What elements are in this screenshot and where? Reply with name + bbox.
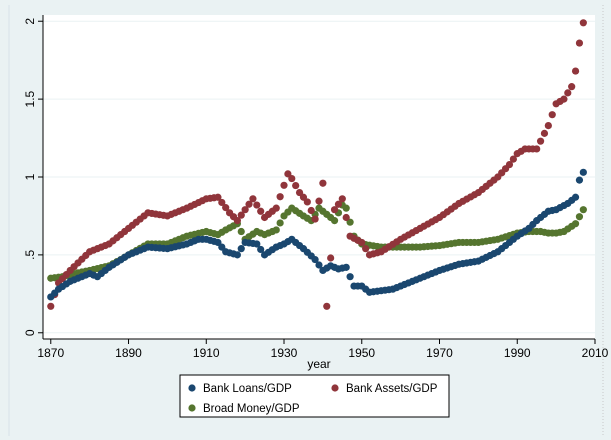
data-point bbox=[237, 227, 245, 236]
data-point bbox=[237, 211, 245, 219]
y-tick-label: .5 bbox=[23, 250, 37, 260]
legend-marker-bank-assets bbox=[331, 384, 339, 392]
data-point bbox=[288, 174, 296, 183]
data-point bbox=[579, 168, 587, 176]
x-axis-ticks: 1870 1890 1910 1930 1950 1970 1990 2010 bbox=[37, 339, 609, 360]
data-point bbox=[214, 193, 222, 201]
data-point bbox=[272, 226, 280, 234]
x-tick-label: 2010 bbox=[582, 346, 609, 360]
data-point bbox=[292, 181, 300, 190]
data-point bbox=[315, 197, 323, 205]
data-point bbox=[311, 255, 319, 264]
data-point bbox=[579, 206, 587, 214]
data-point bbox=[307, 206, 315, 215]
data-point bbox=[315, 261, 323, 269]
data-point bbox=[218, 198, 226, 207]
data-point bbox=[342, 204, 350, 212]
data-point bbox=[575, 176, 584, 184]
data-point bbox=[311, 215, 319, 223]
data-point bbox=[564, 89, 572, 97]
legend-label-bank-assets: Bank Assets/GDP bbox=[346, 383, 438, 395]
y-tick-label: 1 bbox=[23, 173, 37, 180]
series-bank-assets-gdp bbox=[47, 19, 587, 310]
x-tick-label: 1890 bbox=[115, 346, 142, 360]
data-point bbox=[233, 251, 241, 259]
data-point bbox=[505, 160, 514, 169]
data-point bbox=[540, 129, 549, 137]
data-point bbox=[280, 181, 288, 189]
data-point bbox=[536, 137, 545, 145]
data-markers bbox=[47, 19, 587, 310]
legend-marker-broad-money bbox=[188, 404, 196, 412]
data-point bbox=[342, 263, 350, 271]
data-point bbox=[276, 219, 284, 227]
data-point bbox=[571, 67, 580, 75]
x-tick-label: 1910 bbox=[193, 346, 220, 360]
data-point bbox=[575, 39, 584, 47]
data-point bbox=[571, 193, 580, 201]
legend-label-broad-money: Broad Money/GDP bbox=[203, 403, 300, 415]
data-point bbox=[323, 302, 331, 310]
legend-marker-bank-loans bbox=[188, 384, 196, 392]
data-point bbox=[579, 19, 587, 27]
x-tick-label: 1990 bbox=[504, 346, 531, 360]
x-tick-label: 1870 bbox=[37, 346, 64, 360]
data-point bbox=[362, 245, 370, 253]
data-point bbox=[222, 204, 230, 212]
x-tick-label: 1930 bbox=[271, 346, 298, 360]
legend-box bbox=[179, 374, 450, 418]
gridlines bbox=[43, 20, 595, 334]
x-axis-title: year bbox=[307, 357, 330, 371]
x-tick-label: 1950 bbox=[348, 346, 375, 360]
data-point bbox=[560, 95, 568, 103]
data-point bbox=[548, 111, 556, 119]
y-tick-label: 1.5 bbox=[23, 90, 37, 107]
data-point bbox=[276, 193, 284, 201]
data-point bbox=[338, 195, 346, 203]
x-tick-label: 1970 bbox=[426, 346, 453, 360]
data-point bbox=[330, 217, 339, 225]
data-point bbox=[249, 195, 257, 203]
data-point bbox=[253, 240, 261, 248]
data-point bbox=[327, 254, 335, 262]
data-point bbox=[533, 145, 541, 153]
data-point bbox=[544, 122, 552, 130]
data-point bbox=[253, 201, 261, 209]
data-point bbox=[342, 213, 350, 222]
data-point bbox=[358, 238, 366, 247]
data-point bbox=[233, 217, 241, 225]
y-tick-label: 2 bbox=[23, 18, 37, 25]
y-tick-label: 0 bbox=[23, 329, 37, 336]
legend: Bank Loans/GDP Bank Assets/GDP Broad Mon… bbox=[179, 374, 450, 418]
data-point bbox=[334, 200, 343, 208]
data-point bbox=[330, 206, 339, 214]
data-point bbox=[241, 206, 249, 214]
data-point bbox=[319, 179, 327, 187]
data-point bbox=[47, 302, 55, 310]
data-point bbox=[237, 245, 245, 253]
series-bank-loans-gdp bbox=[47, 168, 587, 301]
y-axis-ticks: 0 .5 1 1.5 2 bbox=[23, 18, 43, 336]
data-point bbox=[571, 220, 580, 228]
data-point bbox=[272, 204, 280, 212]
data-point bbox=[257, 207, 265, 215]
data-point bbox=[568, 83, 576, 91]
legend-label-bank-loans: Bank Loans/GDP bbox=[203, 383, 292, 395]
data-point bbox=[346, 273, 354, 281]
data-point bbox=[257, 245, 265, 254]
data-point bbox=[245, 200, 253, 208]
data-point bbox=[509, 155, 517, 163]
data-point bbox=[303, 198, 311, 206]
data-point bbox=[575, 213, 584, 221]
